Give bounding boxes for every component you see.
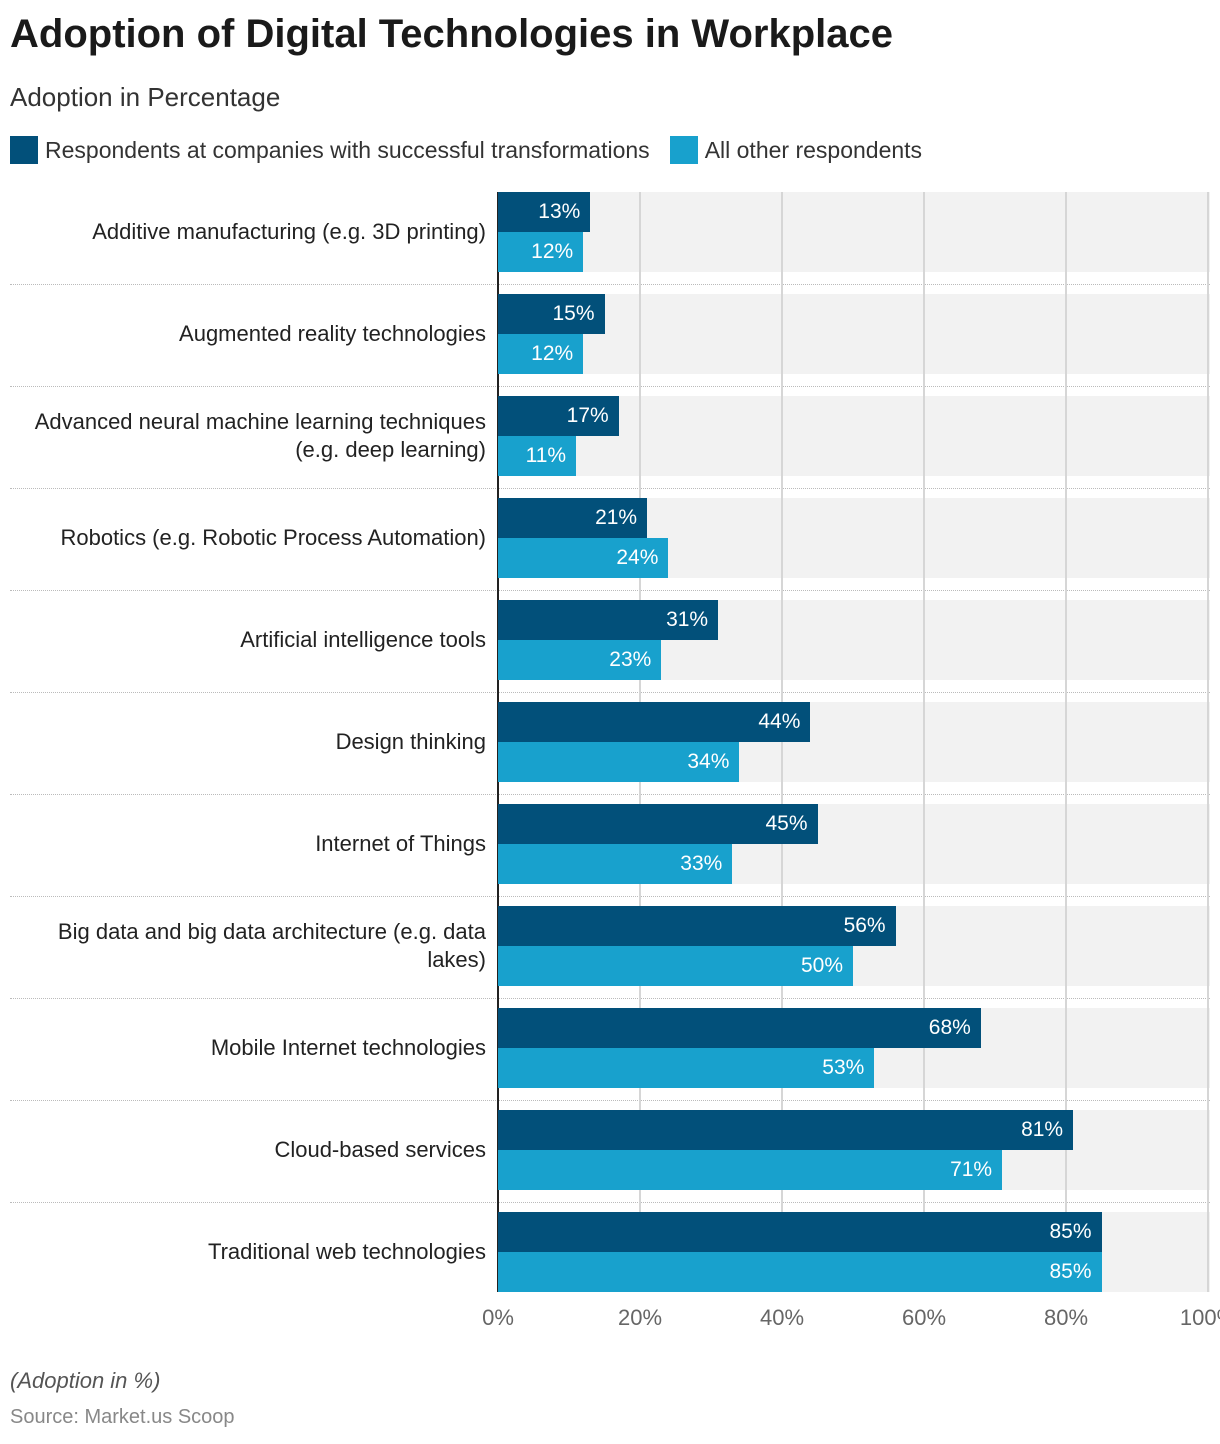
gridline [923,192,925,1292]
x-tick-label: 40% [759,1305,805,1330]
x-tick-label: 100% [1179,1305,1220,1330]
category-label: Design thinking [335,729,486,754]
bar-successful: 68% [498,1008,981,1048]
row-band [498,294,1210,374]
bar-successful: 13% [498,192,591,232]
legend: Respondents at companies with successful… [10,136,942,164]
bar-other: 85% [498,1252,1102,1292]
bar-other: 53% [498,1048,875,1088]
gridline [781,192,783,1292]
bar-other: 50% [498,946,853,986]
bar-other: 12% [498,334,584,374]
bar-successful: 56% [498,906,896,946]
x-tick-label: 20% [617,1305,663,1330]
row-separator [10,896,1210,897]
row-separator [10,488,1210,489]
bar-successful: 85% [498,1212,1102,1252]
bar-successful: 45% [498,804,818,844]
bar-other: 34% [498,742,740,782]
row-separator [10,1202,1210,1203]
legend-item-successful: Respondents at companies with successful… [10,136,650,164]
row-band [498,192,1210,272]
x-tick-label: 80% [1043,1305,1089,1330]
chart-title: Adoption of Digital Technologies in Work… [10,12,893,56]
category-label: Augmented reality technologies [179,321,486,346]
row-separator [10,386,1210,387]
source: Source: Market.us Scoop [10,1406,235,1428]
legend-swatch-successful [10,136,38,164]
bar-other: 33% [498,844,733,884]
row-separator [10,794,1210,795]
gridline [1065,192,1067,1292]
bar-successful: 17% [498,396,619,436]
category-label: Additive manufacturing (e.g. 3D printing… [92,219,486,244]
legend-item-other: All other respondents [669,136,923,164]
bar-other: 12% [498,232,584,272]
gridline [1207,192,1209,1292]
row-separator [10,998,1210,999]
bar-other: 23% [498,640,662,680]
row-separator [10,284,1210,285]
category-label: Advanced neural machine learning techniq… [34,409,486,462]
bar-other: 71% [498,1150,1003,1190]
bar-successful: 44% [498,702,811,742]
bar-successful: 81% [498,1110,1074,1150]
row-separator [10,692,1210,693]
row-separator [10,1100,1210,1101]
category-label: Traditional web technologies [207,1239,486,1264]
bar-other: 24% [498,538,669,578]
footnote: (Adoption in %) [10,1368,161,1393]
bar-successful: 21% [498,498,648,538]
legend-label-successful: Respondents at companies with successful… [45,136,650,163]
chart-subtitle: Adoption in Percentage [10,82,281,112]
legend-label-other: All other respondents [704,136,923,163]
bar-successful: 31% [498,600,719,640]
category-label: Internet of Things [315,831,486,856]
legend-swatch-other [669,136,698,164]
bar-successful: 15% [498,294,605,334]
x-tick-label: 0% [482,1305,514,1330]
x-tick-label: 60% [901,1305,947,1330]
category-label: Mobile Internet technologies [210,1035,486,1060]
category-label: Artificial intelligence tools [240,627,486,652]
category-label: Cloud-based services [274,1137,486,1162]
row-separator [10,590,1210,591]
category-label: Big data and big data architecture (e.g.… [57,919,486,972]
bar-other: 11% [498,436,577,476]
category-label: Robotics (e.g. Robotic Process Automatio… [60,525,486,550]
